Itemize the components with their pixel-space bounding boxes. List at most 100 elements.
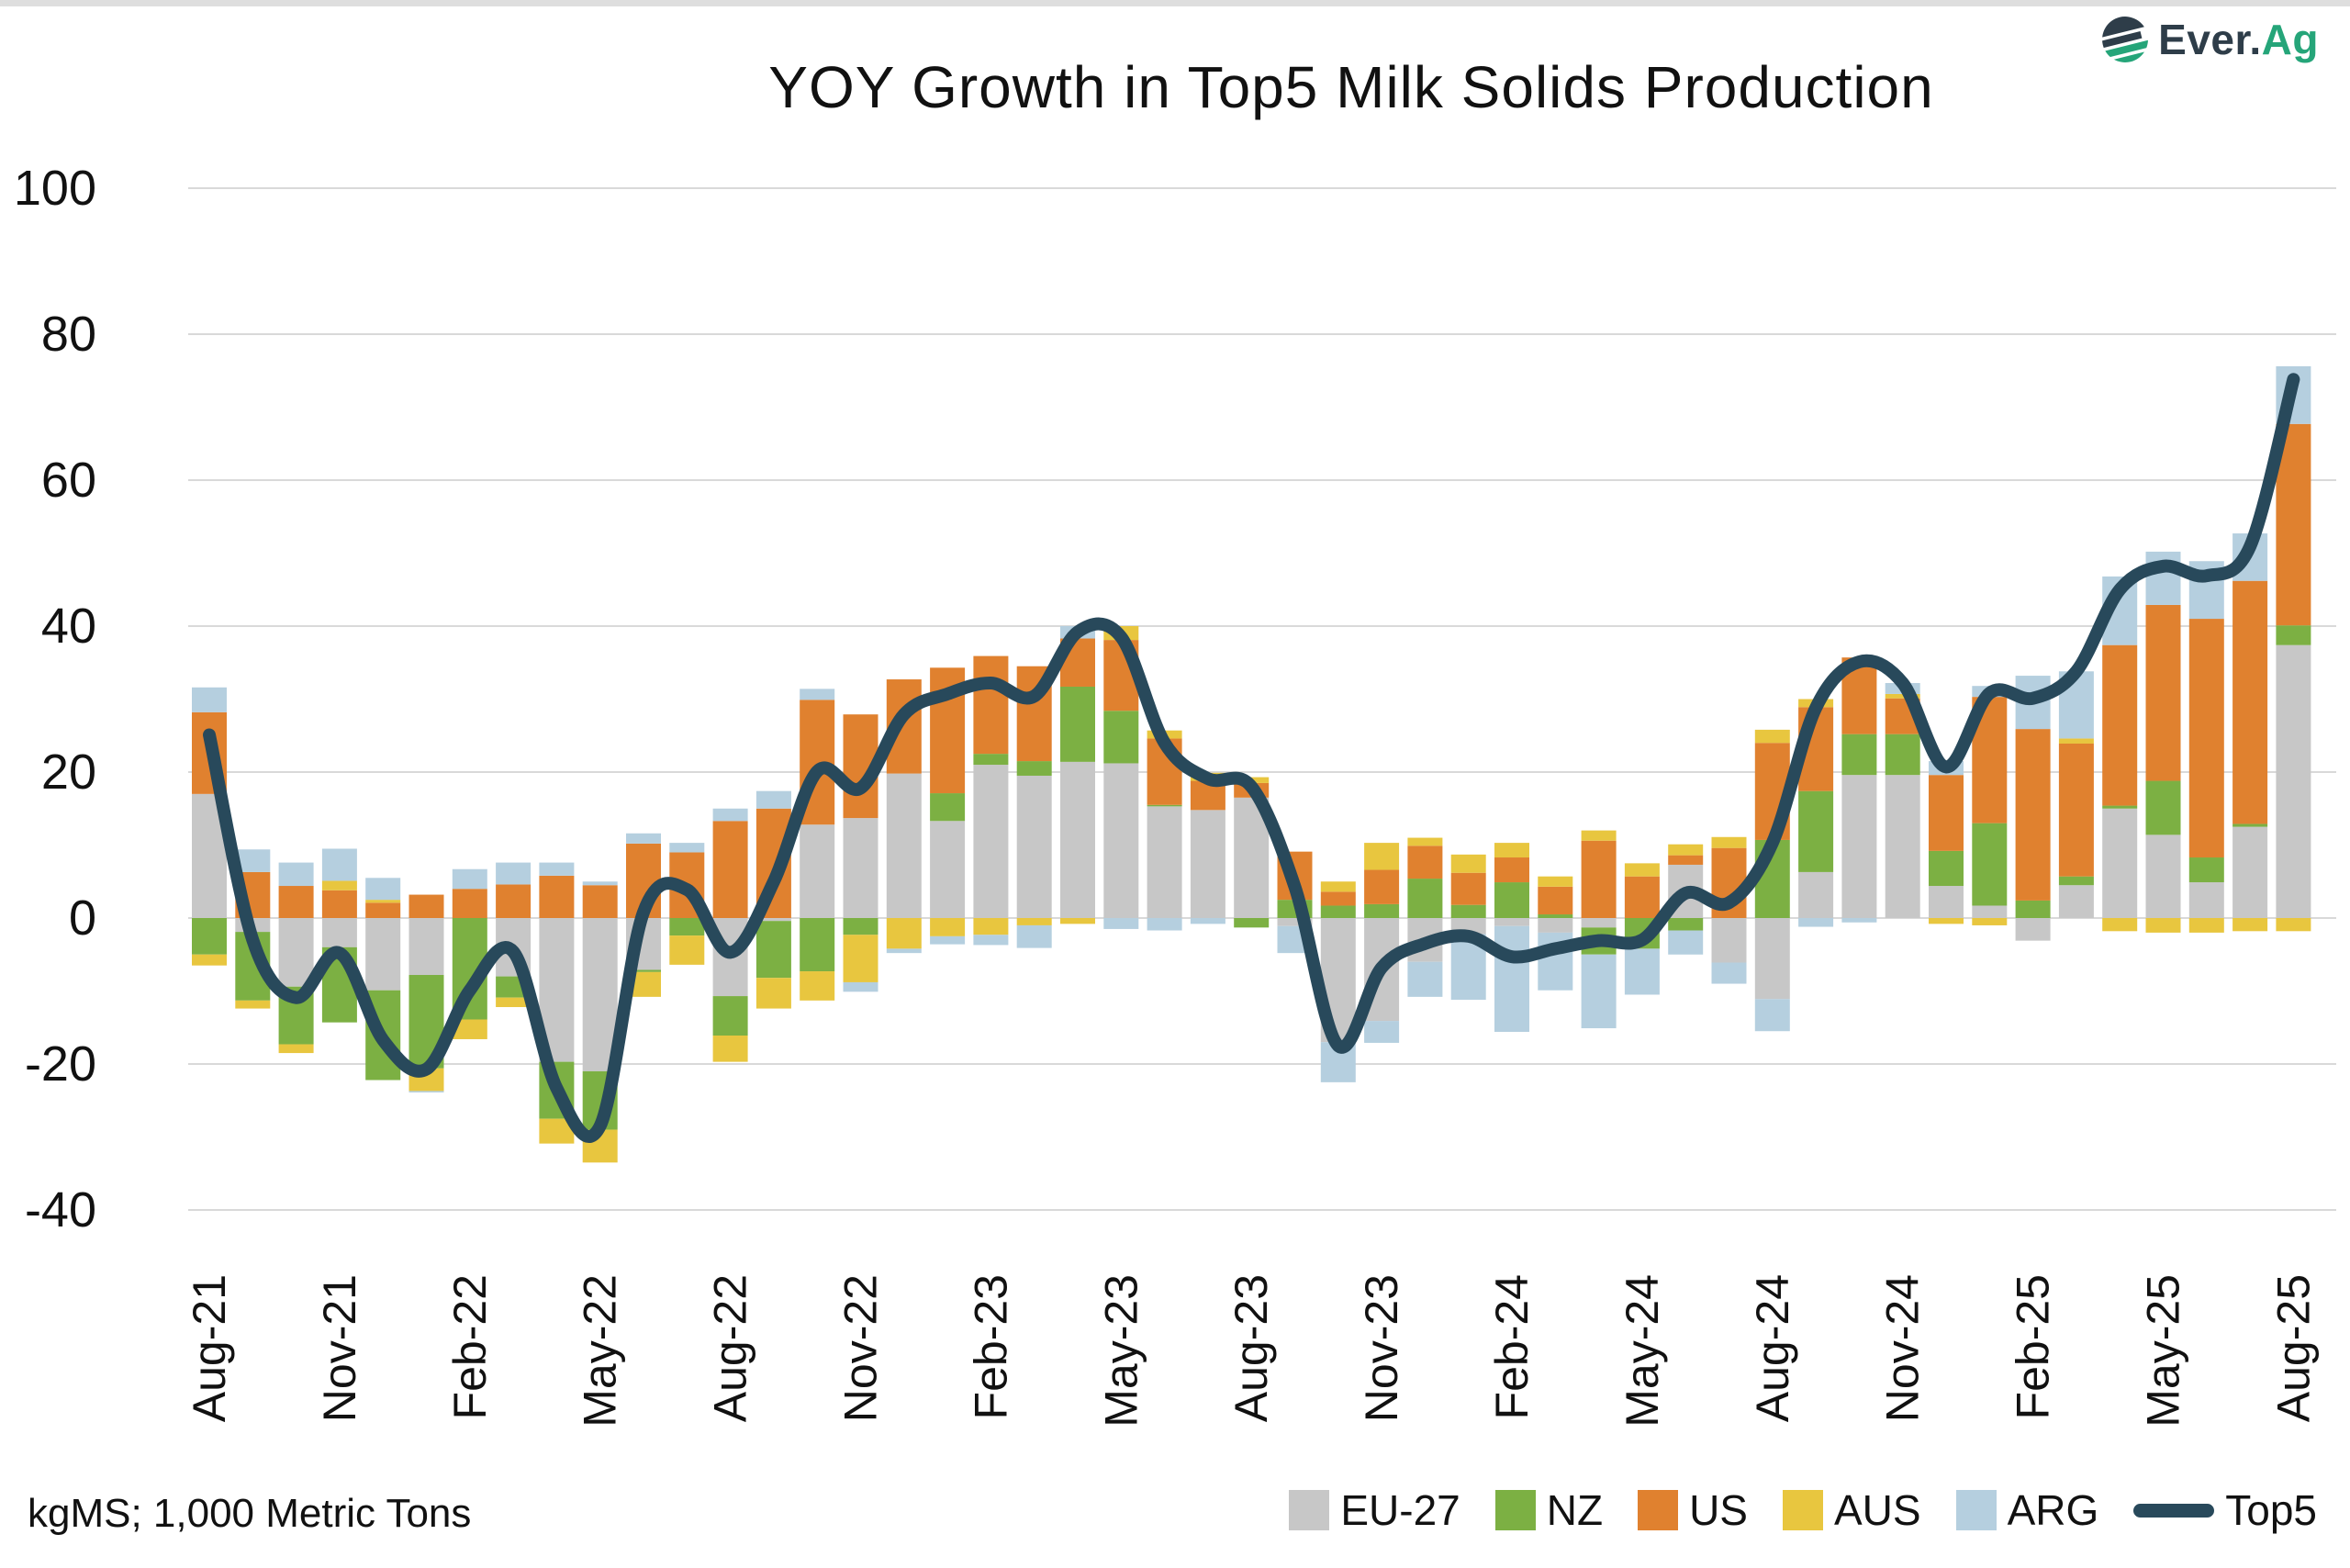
legend-item-EU-27: EU-27 [1289, 1485, 1460, 1535]
bar-segment-AUS [973, 918, 1009, 935]
bar-segment-NZ [1450, 904, 1486, 918]
logo-text-accent: Ag [2261, 16, 2319, 63]
bar-segment-AUS [452, 1019, 487, 1039]
bar-segment-ARG [1190, 918, 1225, 924]
bar-segment-AUS [755, 978, 791, 1009]
bar-segment-EU-27 [1190, 810, 1225, 918]
bar-segment-NZ [1885, 734, 1920, 776]
bar-segment-AUS [712, 1035, 748, 1062]
bar-segment-NZ [192, 918, 227, 955]
bar-segment-US [2188, 619, 2224, 858]
bar-segment-AUS [365, 900, 401, 903]
bar-segment-NZ [1147, 804, 1182, 807]
bar-segment-ARG [278, 862, 314, 887]
bar-segment-NZ [2276, 625, 2311, 645]
x-tick-label: Aug-22 [705, 1274, 756, 1422]
x-tick-label: Nov-22 [835, 1274, 887, 1422]
bar-segment-US [1450, 872, 1486, 905]
legend-swatch-NZ [1494, 1490, 1536, 1530]
y-tick-label: 60 [41, 453, 96, 508]
x-tick-label: Feb-23 [965, 1274, 1016, 1419]
bar-segment-AUS [843, 935, 878, 982]
bar-segment-NZ [2188, 857, 2224, 883]
bar-segment-AUS [2276, 918, 2311, 932]
bar-segment-EU-27 [755, 918, 791, 922]
bar-segment-EU-27 [2058, 885, 2094, 918]
x-tick-label: May-22 [575, 1274, 626, 1428]
legend-swatch-ARG [1955, 1490, 1997, 1530]
bar-segment-ARG [1147, 918, 1182, 931]
bar-segment-NZ [930, 793, 966, 822]
bar-segment-US [2058, 743, 2094, 877]
bar-segment-EU-27 [1929, 886, 1964, 918]
bar-segment-EU-27 [2102, 808, 2138, 918]
bar-segment-NZ [2058, 876, 2094, 886]
bar-segment-ARG [365, 878, 401, 901]
bar-segment-AUS [1581, 830, 1617, 841]
bar-segment-ARG [755, 790, 791, 809]
legend-swatch-US [1638, 1490, 1679, 1530]
bar-segment-NZ [1494, 882, 1529, 918]
bar-segment-US [1407, 846, 1443, 879]
bar-segment-US [2015, 729, 2051, 901]
bar-segment-EU-27 [2276, 644, 2311, 918]
bar-segment-EU-27 [843, 818, 878, 918]
bar-segment-US [1494, 857, 1529, 883]
bar-segment-US [2232, 580, 2268, 824]
bar-segment-US [1668, 855, 1704, 865]
bar-segment-ARG [712, 808, 748, 822]
bar-segment-AUS [2145, 918, 2181, 933]
bar-segment-ARG [669, 843, 705, 853]
top5-line [203, 373, 2300, 1143]
bar-segment-AUS [192, 954, 227, 966]
x-tick-label: Aug-21 [184, 1274, 235, 1422]
bar-segment-AUS [1060, 918, 1095, 924]
bar-segment-AUS [2102, 918, 2138, 932]
bar-segment-AUS [1929, 918, 1964, 924]
bar-segment-AUS [1407, 837, 1443, 846]
bar-segment-EU-27 [1103, 763, 1139, 918]
bar-segment-ARG [1016, 924, 1052, 948]
bar-segment-NZ [1060, 686, 1095, 762]
legend-swatch-EU-27 [1289, 1490, 1330, 1530]
bar-segment-NZ [712, 996, 748, 1036]
bar-segment-US [2102, 644, 2138, 806]
bar-segment-ARG [2145, 551, 2181, 605]
bar-segment-US [365, 902, 401, 918]
bar-segment-ARG [930, 935, 966, 945]
bar-segment-AUS [2058, 738, 2094, 744]
legend-swatch-Top5 [2133, 1503, 2215, 1518]
bar-segment-ARG [1364, 1021, 1400, 1043]
bar-segment-AUS [1885, 693, 1920, 699]
bar-segment-AUS [886, 918, 922, 949]
bar-segment-ARG [452, 868, 487, 890]
bar-segment-EU-27 [973, 765, 1009, 918]
bar-segment-NZ [2102, 805, 2138, 809]
bar-segment-NZ [1798, 790, 1834, 872]
bar-segment-ARG [1754, 999, 1790, 1032]
bar-segment-NZ [1103, 711, 1139, 764]
bar-segment-ARG [843, 981, 878, 992]
everag-logo-text: Ever.Ag [2158, 15, 2319, 64]
bar-segment-EU-27 [2015, 918, 2051, 941]
bar-segment-EU-27 [1494, 918, 1529, 926]
bar-segment-EU-27 [930, 821, 966, 918]
bar-segment-EU-27 [321, 918, 357, 947]
bar-segment-NZ [1234, 918, 1270, 928]
legend-swatch-AUS [1782, 1490, 1823, 1530]
y-tick-label: 40 [41, 599, 96, 654]
bar-segment-EU-27 [1581, 918, 1617, 928]
bar-segment-AUS [2232, 918, 2268, 932]
bar-segment-AUS [1754, 729, 1790, 744]
bar-segment-NZ [669, 918, 705, 936]
legend: EU-27 NZ US AUS ARG Top5 [1289, 1485, 2317, 1535]
x-tick-label: Nov-21 [314, 1274, 365, 1422]
bar-segment-AUS [1711, 836, 1747, 848]
bar-segment-NZ [843, 918, 878, 935]
x-tick-label: May-24 [1617, 1274, 1668, 1428]
x-tick-label: Feb-25 [2008, 1274, 2059, 1419]
legend-item-AUS: AUS [1782, 1485, 1921, 1535]
bar-segment-AUS [1624, 863, 1660, 877]
bar-segment-EU-27 [1538, 918, 1573, 933]
bar-segment-AUS [321, 880, 357, 890]
